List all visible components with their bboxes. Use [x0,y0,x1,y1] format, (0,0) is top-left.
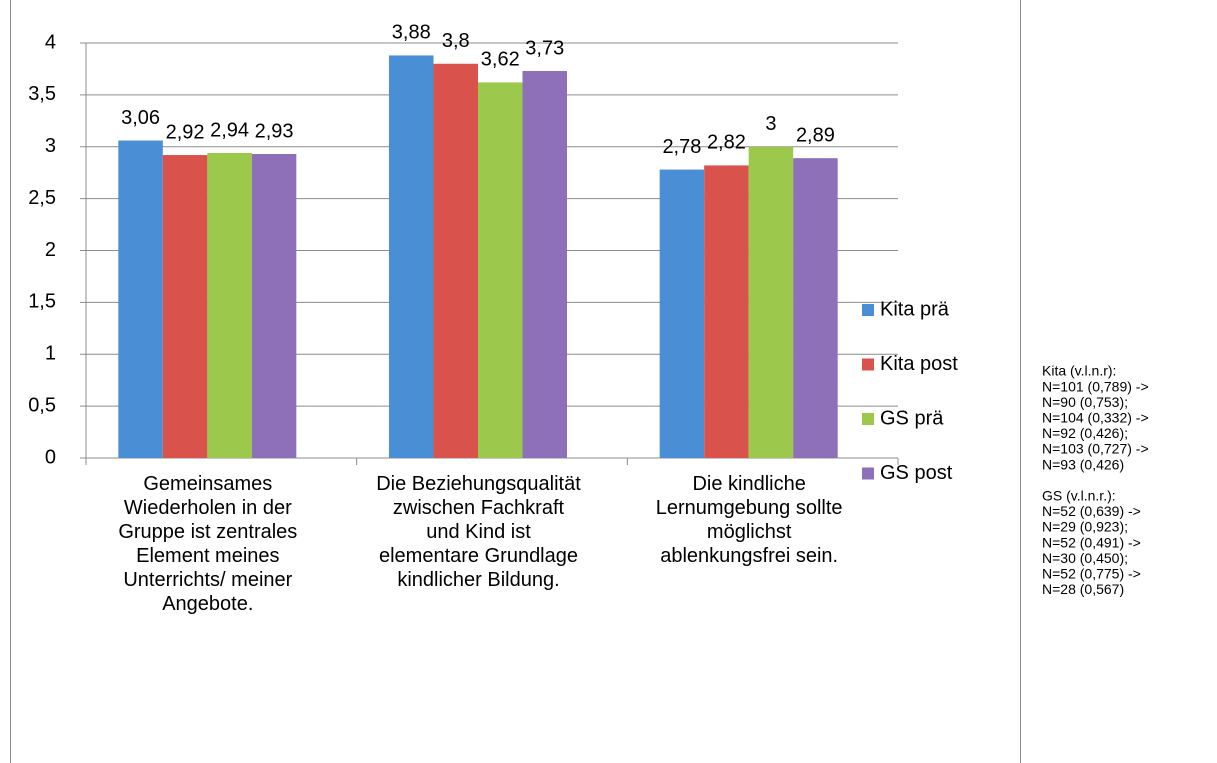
y-tick-label: 3,5 [28,83,56,105]
bar [793,158,838,458]
annotation: N=52 (0,491) -> [1042,534,1141,550]
bar [251,154,297,458]
annotation: N=93 (0,426) [1042,456,1124,472]
legend-swatch [862,304,874,316]
annotation: N=103 (0,727) -> [1042,441,1149,457]
x-tick-label: Gemeinsames Wiederholen in der Gruppe is… [118,473,298,615]
data-label: 3,62 [481,49,520,71]
bar [522,71,567,458]
data-label: 2,78 [662,136,701,158]
annotation: N=92 (0,426); [1042,425,1128,441]
y-tick-label: 0,5 [28,394,56,416]
chart-border [10,0,1021,763]
annotation: N=90 (0,753); [1042,394,1128,410]
annotation: N=30 (0,450); [1042,550,1128,566]
annotation: N=28 (0,567) [1042,581,1124,597]
data-label: 2,82 [707,132,746,154]
legend-label: GS prä [880,407,944,429]
y-tick-label: 3 [45,135,56,157]
legend-swatch [862,413,874,425]
y-tick-label: 1,5 [28,291,56,313]
legend-swatch [862,467,874,480]
bar [478,82,523,459]
legend-label: Kita post [880,353,958,375]
legend-label: Kita prä [880,298,950,320]
data-label: 3,73 [525,37,564,59]
y-tick-label: 2,5 [28,187,56,209]
bar [748,146,794,458]
data-label: 2,92 [166,121,205,143]
data-label: 3,8 [442,30,470,52]
data-label: 2,93 [255,120,294,142]
bar [704,165,749,459]
bar [659,169,705,458]
bar [207,152,252,458]
y-tick-label: 4 [45,31,56,53]
bar [389,55,434,458]
annotation: GS (v.l.n.r.): [1042,488,1116,504]
x-tick-label: Die Beziehungsqualität zwischen Fachkraf… [376,473,581,591]
annotation: N=52 (0,775) -> [1042,566,1141,582]
annotation: N=101 (0,789) -> [1042,378,1149,394]
bar [162,155,208,459]
annotation: Kita (v.l.n.r): [1042,363,1116,379]
annotation: N=104 (0,332) -> [1042,410,1149,426]
legend-swatch [862,358,874,371]
y-tick-label: 1 [45,343,56,365]
y-tick-label: 2 [45,239,56,261]
annotation: N=52 (0,639) -> [1042,503,1141,519]
data-label: 3,06 [121,107,160,129]
x-tick-label: Die kindliche Lernumgebung sollte möglic… [655,473,843,567]
data-label: 3,88 [392,22,431,44]
data-label: 2,94 [210,119,249,141]
annotation: N=29 (0,923); [1042,519,1128,535]
y-tick-label: 0 [45,446,56,468]
data-label: 2,89 [796,124,835,146]
bar [433,63,478,458]
data-label: 3 [765,113,776,135]
legend-label: GS post [880,462,953,484]
bar [118,140,163,458]
